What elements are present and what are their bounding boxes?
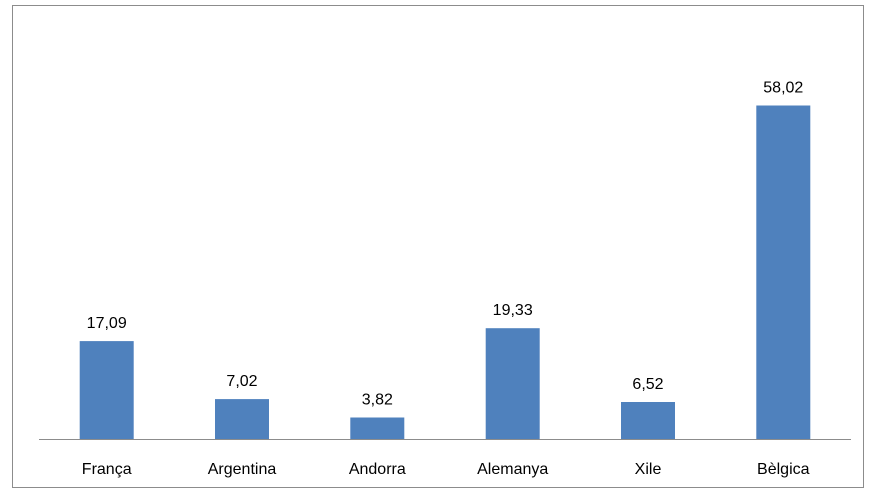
value-label-2: 3,82 — [362, 392, 393, 409]
x-tick-label-4: Xile — [635, 461, 662, 478]
value-label-3: 19,33 — [493, 302, 533, 319]
value-label-1: 7,02 — [226, 373, 257, 390]
value-label-0: 17,09 — [87, 315, 127, 332]
bar-1 — [215, 399, 269, 440]
x-tick-label-2: Andorra — [349, 461, 406, 478]
bars-layer — [79, 105, 811, 440]
x-tick-label-1: Argentina — [208, 461, 277, 478]
value-labels-layer: 17,09 7,02 3,82 19,33 6,52 58,02 — [87, 80, 804, 409]
x-tick-label-5: Bèlgica — [757, 461, 810, 478]
chart-frame — [12, 5, 864, 488]
bar-5 — [756, 105, 811, 440]
value-label-4: 6,52 — [632, 376, 663, 393]
x-tick-label-0: França — [82, 461, 132, 478]
bar-0 — [79, 341, 134, 440]
x-axis-ticks-layer: França Argentina Andorra Alemanya Xile Bèlgic… — [82, 461, 810, 478]
bar-2 — [350, 417, 405, 440]
value-label-5: 58,02 — [763, 80, 803, 97]
bar-4 — [621, 402, 675, 440]
x-tick-label-3: Alemanya — [477, 461, 548, 478]
bar-3 — [485, 328, 540, 440]
